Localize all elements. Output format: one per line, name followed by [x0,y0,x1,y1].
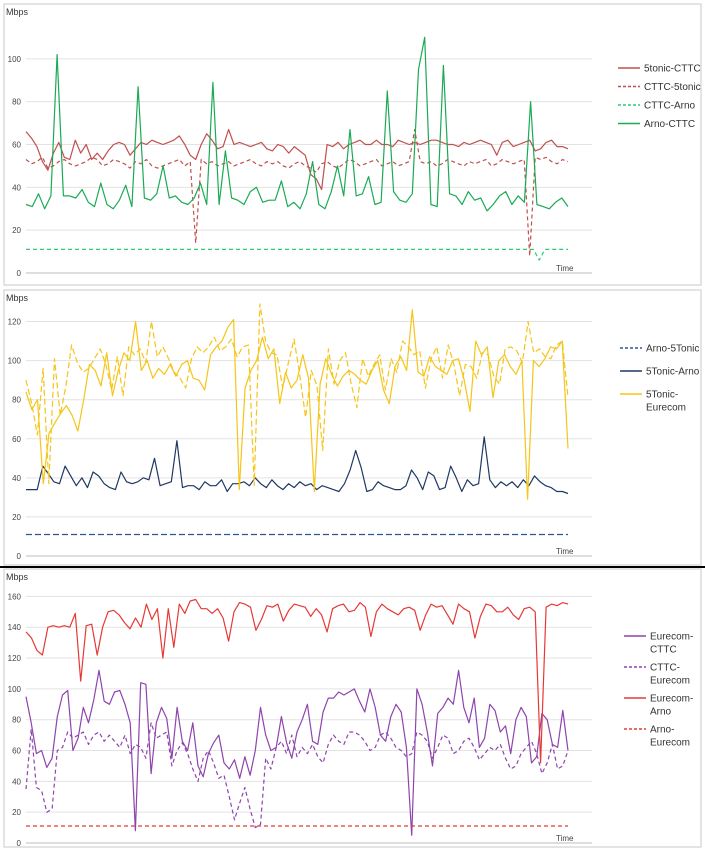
chart-panel-1: 0 20 40 60 80 100 Mbps Time 5tonic-CTTC CTTC-5ton… [3,3,702,286]
y-tick-label: 80 [12,716,21,725]
y-tick-label: 60 [12,141,21,150]
legend-label: 5tonic-CTTC [644,64,701,75]
y-tick-label: 140 [8,623,22,632]
y-axis-unit-label: Mbps [6,7,29,17]
chart-panel-2: 0 20 40 60 80 100 120 Mbps Time Arno-5Tonic 5Tonic… [3,289,702,566]
legend-label: 5Tonic-Arno [646,367,700,378]
series-line-3 [26,248,568,261]
y-tick-label: 0 [17,269,22,278]
series-line-3 [25,309,569,500]
y-tick-label: 80 [12,98,21,107]
y-tick-label: 100 [8,357,22,366]
series-line-2 [25,722,569,829]
y-tick-label: 0 [17,839,22,848]
y-tick-label: 20 [12,226,21,235]
legend-label: Arno-5Tonic [646,344,699,355]
y-tick-label: 20 [12,513,21,522]
y-tick-label: 60 [12,435,21,444]
y-tick-label: 80 [12,396,21,405]
legend-label: Arno-Eurecom [650,725,690,749]
legend-label: Arno-CTTC [644,119,695,130]
panel-frame [3,568,702,848]
y-tick-label: 20 [12,808,21,817]
x-axis-label: Time [556,264,574,273]
y-tick-label: 120 [8,318,22,327]
y-tick-label: 60 [12,747,21,756]
y-tick-label: 0 [17,552,22,561]
y-tick-label: 40 [12,183,21,192]
series-line-2 [26,436,569,495]
legend: Eurecom-CTTC CTTC-Eurecom Eurecom-Arno Arno… [624,632,693,749]
y-tick-label: 100 [8,55,22,64]
series-line-4 [25,303,569,487]
x-axis-label: Time [556,834,574,843]
y-tick-label: 160 [8,592,22,601]
y-axis-unit-label: Mbps [6,572,29,582]
legend-label: CTTC-Eurecom [650,663,690,687]
legend-label: Eurecom-Arno [650,694,693,718]
legend-label: CTTC-Arno [644,101,696,112]
legend-label: 5Tonic-Eurecom [646,390,686,414]
legend-label: Eurecom-CTTC [650,632,693,656]
series-line-3 [25,598,569,764]
series-line-4 [25,36,569,212]
y-tick-label: 40 [12,474,21,483]
series-line-2 [25,128,569,257]
y-tick-label: 120 [8,654,22,663]
y-tick-label: 40 [12,777,21,786]
series-line-1 [25,128,569,191]
y-axis-unit-label: Mbps [6,293,29,303]
y-tick-label: 100 [8,685,22,694]
series-line-1 [25,669,569,836]
legend: 5tonic-CTTC CTTC-5tonic CTTC-Arno Arno-CTTC [618,64,701,130]
x-axis-label: Time [556,547,574,556]
legend-label: CTTC-5tonic [644,82,701,93]
legend: Arno-5Tonic 5Tonic-Arno 5Tonic-Eurecom [620,344,700,414]
chart-panel-3: 0 20 40 60 80 100 120 140 160 Mbps Time Eurecom-CTT… [3,568,702,848]
panel-frame [3,289,702,566]
